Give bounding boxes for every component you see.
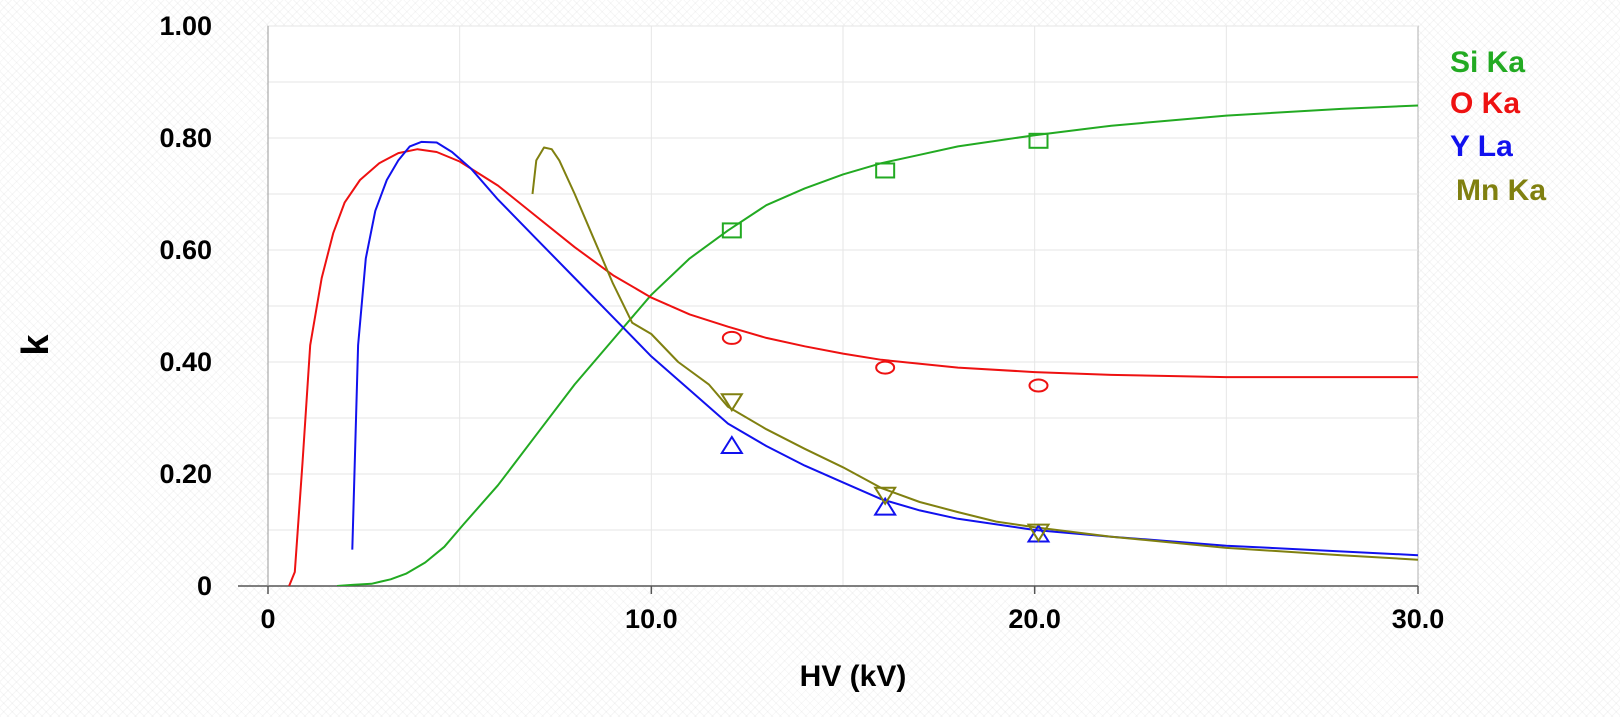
data-point-mn-ka <box>720 393 744 413</box>
legend-entry-mn-ka: Mn Ka <box>1456 174 1546 207</box>
y-tick-label: 1.00 <box>159 11 212 41</box>
series-line-y-la <box>351 140 1418 557</box>
y-tick-label: 0.40 <box>159 347 212 377</box>
x-tick-label: 20.0 <box>1008 604 1061 634</box>
data-point-mn-ka <box>873 486 897 506</box>
y-tick-label: 0.20 <box>159 459 212 489</box>
data-point-y-la <box>873 496 897 516</box>
legend-entry-o-ka: O Ka <box>1450 87 1520 120</box>
legend: Si Ka O Ka Y La Mn Ka <box>1450 46 1546 207</box>
series-line-si-ka <box>336 104 1418 586</box>
x-tick-label: 0 <box>260 604 275 634</box>
data-point-o-ka <box>1028 378 1049 393</box>
y-tick-label: 0 <box>197 571 212 601</box>
data-point-si-ka <box>721 222 742 239</box>
x-axis-title: HV (kV) <box>800 660 907 693</box>
data-point-si-ka <box>1028 132 1049 149</box>
data-point-o-ka <box>721 330 742 345</box>
series-line-o-ka <box>288 148 1418 586</box>
legend-entry-y-la: Y La <box>1450 130 1513 163</box>
x-tick-label: 30.0 <box>1392 604 1445 634</box>
data-point-si-ka <box>875 162 896 179</box>
y-axis-title: k <box>15 334 57 356</box>
y-tick-label: 0.80 <box>159 123 212 153</box>
data-point-y-la <box>720 435 744 454</box>
legend-entry-si-ka: Si Ka <box>1450 46 1525 79</box>
x-tick-label: 10.0 <box>625 604 678 634</box>
data-point-mn-ka <box>1026 523 1051 543</box>
series-line-mn-ka <box>531 146 1418 561</box>
y-tick-label: 0.60 <box>159 235 212 265</box>
data-point-o-ka <box>875 360 896 375</box>
